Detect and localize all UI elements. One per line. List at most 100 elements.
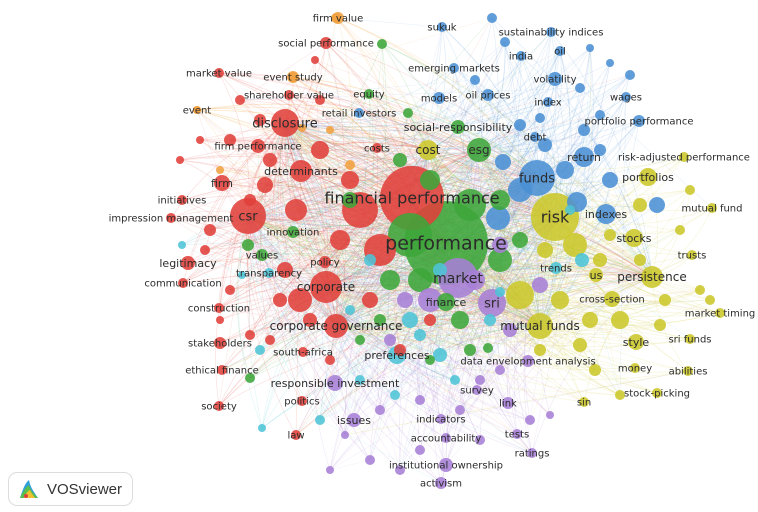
keyword-node[interactable] [311, 56, 319, 64]
keyword-label[interactable]: event [183, 106, 212, 117]
keyword-node[interactable] [555, 46, 565, 56]
keyword-node[interactable] [347, 413, 361, 427]
keyword-node[interactable] [546, 27, 556, 37]
keyword-label[interactable]: ratings [515, 449, 550, 460]
keyword-label[interactable]: mutual funds [500, 319, 579, 333]
keyword-node[interactable] [543, 97, 553, 107]
keyword-node[interactable] [675, 225, 685, 235]
keyword-label[interactable]: survey [460, 386, 494, 397]
keyword-node[interactable] [451, 311, 469, 329]
keyword-node[interactable] [475, 435, 485, 445]
keyword-label[interactable]: csr [238, 210, 258, 225]
keyword-node[interactable] [483, 343, 493, 353]
keyword-node[interactable] [394, 344, 406, 356]
keyword-node[interactable] [435, 477, 447, 489]
keyword-node[interactable] [525, 415, 535, 425]
keyword-node[interactable] [589, 268, 603, 282]
keyword-label[interactable]: models [421, 94, 457, 105]
keyword-node[interactable] [166, 213, 176, 223]
keyword-label[interactable]: abilities [669, 367, 708, 378]
keyword-label[interactable]: equity [353, 90, 385, 101]
keyword-node[interactable] [224, 134, 236, 146]
keyword-node[interactable] [315, 415, 325, 425]
keyword-node[interactable] [214, 303, 224, 313]
keyword-node[interactable] [506, 281, 534, 309]
keyword-label[interactable]: sukuk [427, 23, 456, 34]
keyword-node[interactable] [449, 63, 459, 73]
keyword-node[interactable] [654, 319, 666, 331]
keyword-node[interactable] [258, 424, 266, 432]
keyword-node[interactable] [534, 344, 546, 356]
keyword-node[interactable] [582, 312, 598, 328]
keyword-node[interactable] [695, 285, 705, 295]
keyword-label[interactable]: corporate [297, 280, 355, 294]
keyword-node[interactable] [438, 258, 478, 298]
keyword-node[interactable] [178, 241, 186, 249]
keyword-node[interactable] [216, 166, 224, 174]
keyword-node[interactable] [502, 397, 514, 409]
keyword-node[interactable] [393, 153, 407, 167]
keyword-node[interactable] [354, 108, 364, 118]
keyword-node[interactable] [355, 375, 365, 385]
keyword-label[interactable]: initiatives [158, 196, 207, 207]
keyword-node[interactable] [685, 185, 695, 195]
keyword-node[interactable] [374, 314, 386, 326]
keyword-node[interactable] [593, 253, 607, 267]
keyword-node[interactable] [715, 308, 725, 318]
keyword-label[interactable]: society [201, 402, 237, 413]
keyword-node[interactable] [548, 72, 562, 86]
keyword-label[interactable]: oil prices [466, 91, 511, 102]
keyword-node[interactable] [331, 13, 341, 23]
keyword-node[interactable] [288, 288, 312, 312]
keyword-node[interactable] [325, 355, 335, 365]
keyword-node[interactable] [589, 364, 601, 376]
keyword-label[interactable]: trends [540, 264, 572, 275]
keyword-node[interactable] [433, 92, 445, 104]
keyword-node[interactable] [685, 334, 695, 344]
keyword-node[interactable] [375, 405, 385, 415]
keyword-label[interactable]: sustainability indices [499, 28, 604, 39]
keyword-node[interactable] [254, 114, 266, 126]
keyword-node[interactable] [495, 365, 505, 375]
keyword-node[interactable] [467, 138, 491, 162]
keyword-label[interactable]: corporate governance [270, 319, 403, 333]
keyword-node[interactable] [604, 291, 620, 307]
keyword-node[interactable] [408, 268, 432, 292]
keyword-node[interactable] [641, 266, 663, 288]
keyword-node[interactable] [418, 288, 442, 312]
keyword-node[interactable] [311, 141, 329, 159]
keyword-node[interactable] [255, 345, 265, 355]
keyword-node[interactable] [355, 335, 365, 345]
keyword-label[interactable]: activism [420, 479, 462, 490]
keyword-node[interactable] [495, 154, 511, 170]
keyword-node[interactable] [615, 390, 625, 400]
keyword-label[interactable]: shareholder value [244, 91, 334, 102]
keyword-node[interactable] [214, 175, 230, 191]
keyword-node[interactable] [546, 411, 554, 419]
keyword-node[interactable] [455, 405, 465, 415]
keyword-node[interactable] [251, 139, 265, 153]
keyword-node[interactable] [633, 198, 647, 212]
keyword-node[interactable] [488, 248, 512, 272]
keyword-label[interactable]: politics [284, 397, 319, 408]
keyword-label[interactable]: cost [416, 143, 441, 157]
keyword-node[interactable] [418, 140, 438, 160]
keyword-label[interactable]: persistence [617, 270, 686, 284]
keyword-node[interactable] [235, 95, 245, 105]
keyword-label[interactable]: issues [337, 414, 371, 427]
keyword-node[interactable] [495, 287, 505, 297]
keyword-node[interactable] [659, 294, 671, 306]
keyword-label[interactable]: market timing [685, 309, 756, 320]
keyword-node[interactable] [649, 197, 665, 213]
keyword-label[interactable]: risk-adjusted performance [618, 153, 750, 164]
keyword-node[interactable] [330, 230, 350, 250]
keyword-node[interactable] [441, 433, 451, 443]
keyword-label[interactable]: portfolio performance [584, 117, 693, 128]
keyword-label[interactable]: funds [519, 172, 555, 187]
keyword-node[interactable] [178, 278, 188, 288]
keyword-node[interactable] [320, 37, 332, 49]
keyword-label[interactable]: debt [524, 133, 547, 144]
keyword-node[interactable] [214, 337, 226, 349]
keyword-label[interactable]: firm performance [214, 142, 301, 153]
keyword-node[interactable] [602, 172, 618, 188]
